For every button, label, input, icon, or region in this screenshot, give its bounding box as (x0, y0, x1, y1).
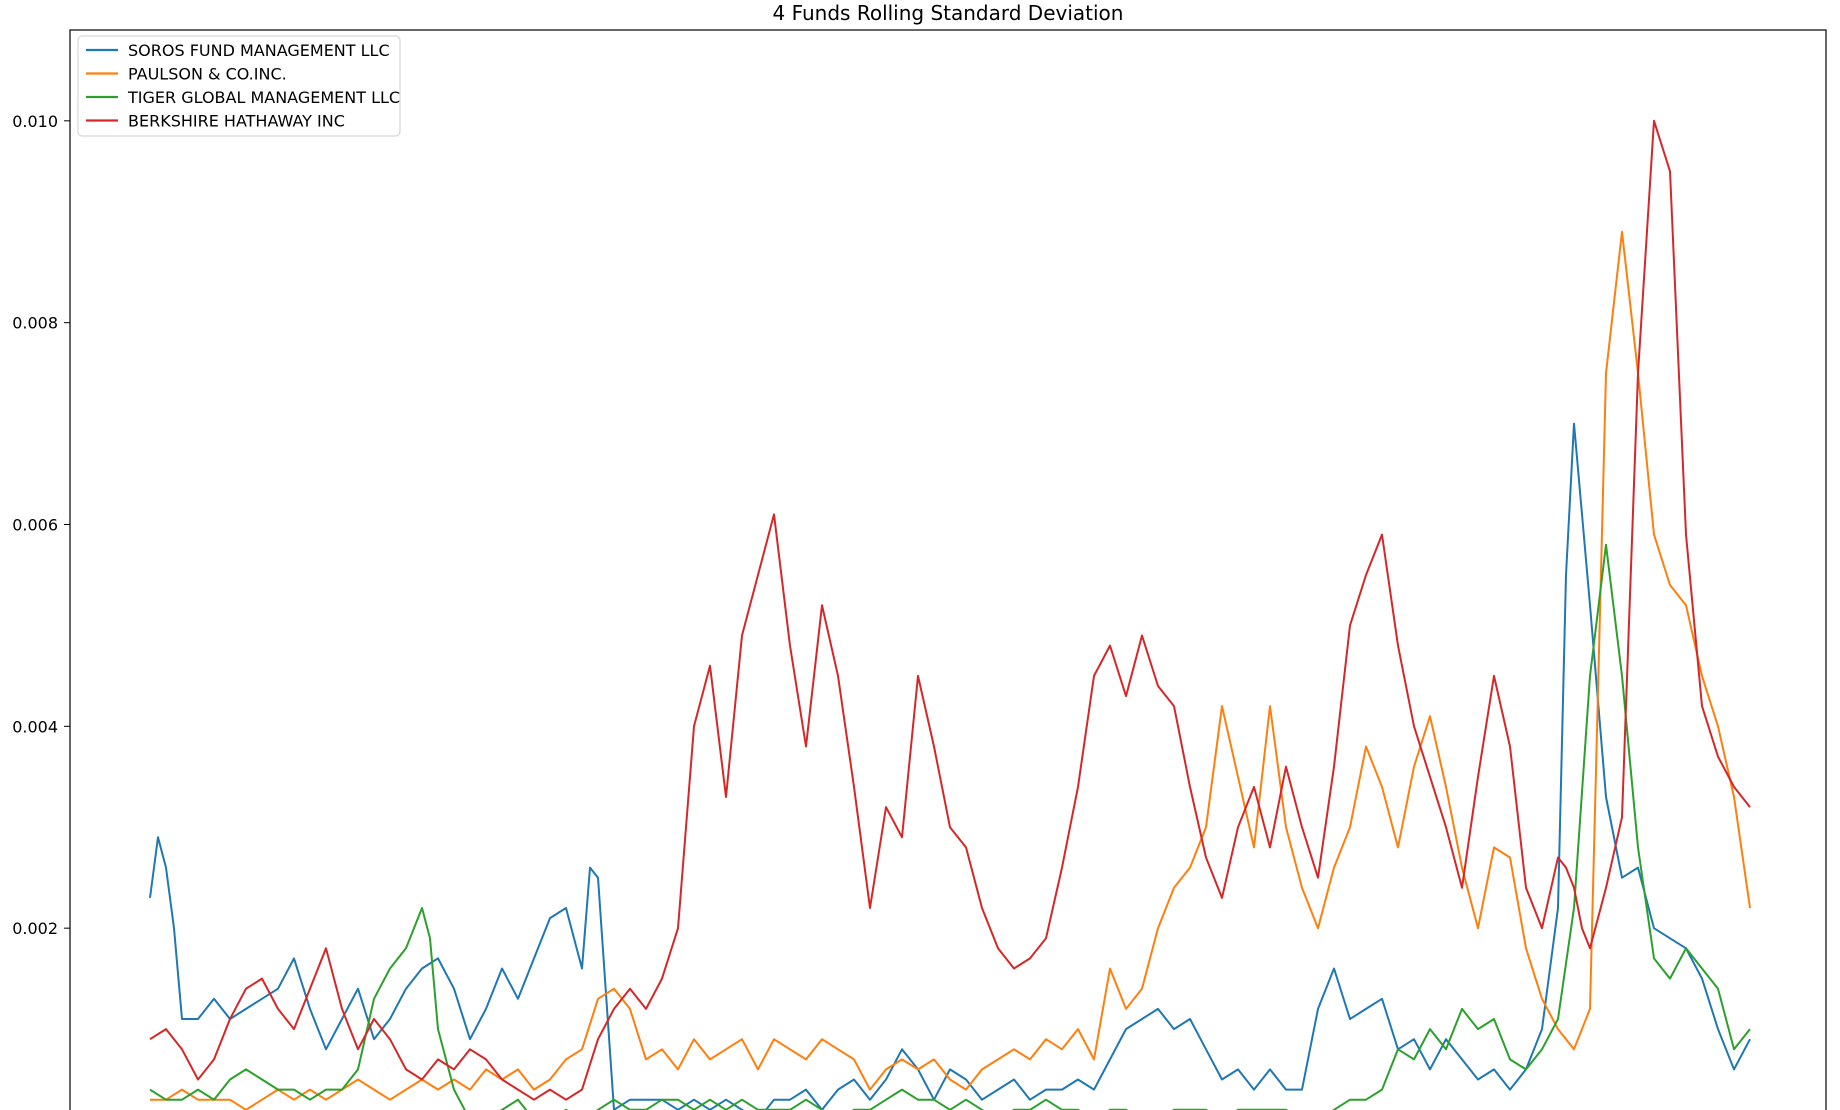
y-tick-label: 0.010 (12, 112, 58, 131)
y-axis: 0.002 0.004 0.006 0.008 0.010 (12, 112, 70, 938)
chart-title: 4 Funds Rolling Standard Deviation (772, 1, 1124, 25)
y-tick-label: 0.002 (12, 919, 58, 938)
legend-label: BERKSHIRE HATHAWAY INC (128, 112, 345, 131)
legend-label: TIGER GLOBAL MANAGEMENT LLC (127, 88, 400, 107)
legend-box (77, 35, 401, 137)
legend-label: SOROS FUND MANAGEMENT LLC (128, 41, 390, 60)
y-tick-label: 0.004 (12, 717, 58, 736)
series-line-3 (149, 543, 1751, 1110)
legend-label: PAULSON & CO.INC. (128, 65, 287, 84)
plot-frame (69, 29, 1827, 1110)
series-layer (149, 119, 1751, 1110)
series-line-4 (149, 119, 1751, 1101)
series-line-2 (150, 230, 1751, 1110)
y-tick-label: 0.006 (12, 515, 58, 534)
legend: SOROS FUND MANAGEMENT LLC PAULSON & CO.IN… (77, 35, 401, 137)
y-tick-label: 0.008 (12, 314, 58, 333)
series-line-1 (149, 422, 1751, 1110)
